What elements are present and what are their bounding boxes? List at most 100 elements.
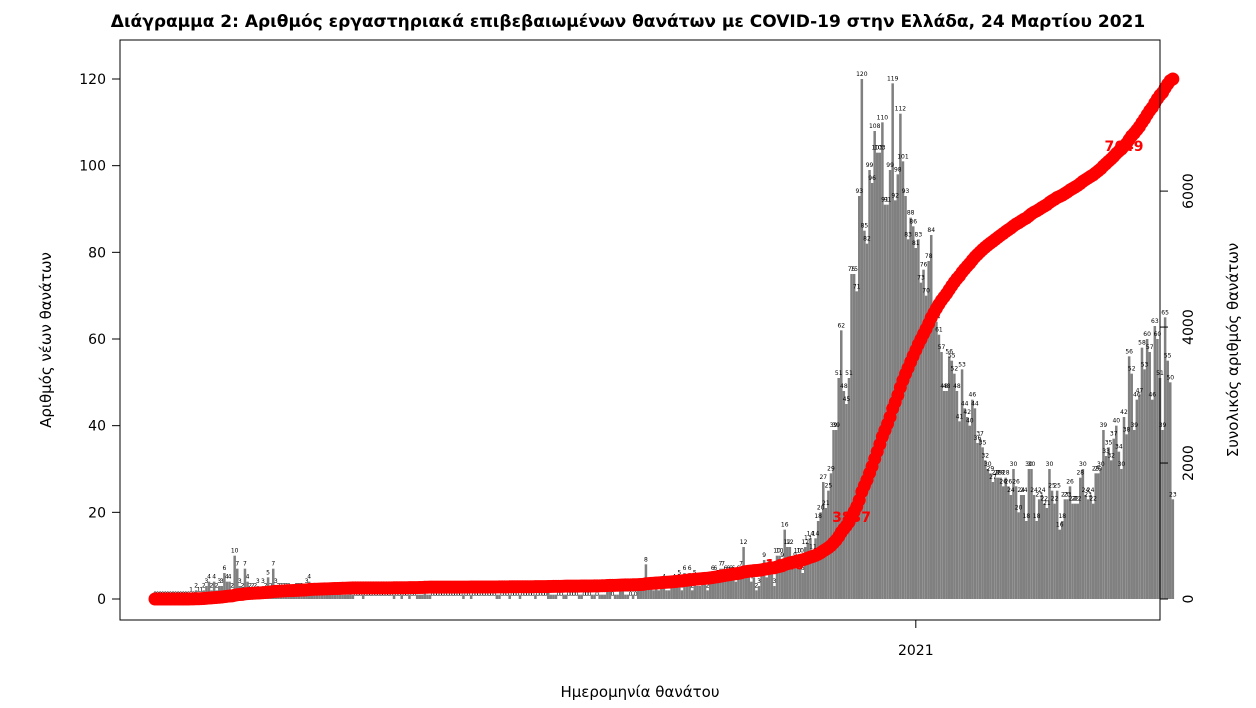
bar	[706, 590, 709, 599]
bar	[752, 577, 756, 599]
bar	[315, 594, 319, 599]
bar	[361, 594, 365, 599]
bar-value-label: 22	[1051, 496, 1059, 503]
bar-value-label: 40	[1112, 418, 1120, 425]
bar-value-label: 0	[572, 591, 576, 598]
bar	[937, 334, 941, 599]
y-axis-right: 0 2000 4000 6000	[1159, 173, 1197, 603]
bar-value-label: 0	[410, 591, 414, 598]
bar	[415, 594, 419, 599]
bar-value-label: 1	[197, 587, 201, 594]
bar-value-label: 44	[961, 400, 969, 407]
bar-value-label: 26	[999, 478, 1007, 485]
bar-value-label: 32	[1107, 452, 1115, 459]
bar-value-label: 0	[480, 591, 484, 598]
bar	[331, 594, 334, 599]
bar-value-label: 0	[569, 591, 573, 598]
bar	[518, 594, 522, 599]
bar-value-label: 10	[796, 548, 804, 555]
bar-value-label: 88	[907, 210, 915, 217]
bar-value-label: 8	[644, 556, 648, 563]
y2-tick-label: 4000	[1181, 309, 1197, 345]
bar	[1133, 430, 1136, 599]
y-tick-label: 80	[88, 245, 106, 261]
bar	[660, 586, 663, 599]
bar-value-label: 60	[1154, 331, 1162, 338]
bar-value-label: 0	[611, 591, 615, 598]
y-tick-label: 0	[97, 592, 106, 608]
bar	[965, 417, 969, 599]
bar-value-label: 4	[212, 574, 216, 581]
bar	[1040, 495, 1044, 599]
bar	[1068, 486, 1072, 599]
bar-value-label: 3	[274, 578, 278, 585]
bar-value-label: 39	[1100, 422, 1108, 429]
bar-value-label: 30	[1097, 461, 1105, 468]
bar	[855, 291, 858, 599]
bar	[978, 438, 982, 599]
bar	[739, 568, 743, 599]
bar-value-label: 28	[992, 470, 1000, 477]
bar	[654, 586, 658, 599]
bar-value-label: 30	[1118, 461, 1126, 468]
bar	[809, 538, 812, 599]
bar-value-label: 0	[387, 591, 391, 598]
bar-value-label: 2	[253, 582, 257, 589]
bar	[911, 226, 915, 599]
bar	[675, 586, 679, 599]
bar-value-label: 7	[721, 561, 725, 568]
bar-value-label: 20	[817, 504, 825, 511]
bar-value-label: 2	[251, 582, 255, 589]
bar-value-label: 4	[207, 574, 211, 581]
bar	[1151, 399, 1154, 599]
bar	[919, 282, 923, 599]
bar	[996, 477, 1000, 599]
bar-value-label: 0	[539, 591, 543, 598]
bar	[768, 568, 771, 599]
bar	[744, 577, 748, 599]
bar-value-label: 11	[809, 543, 817, 550]
bar-value-label: 3	[217, 578, 221, 585]
bar	[1143, 369, 1146, 599]
bar-value-label: 29	[1092, 465, 1100, 472]
bar	[418, 594, 421, 599]
bar-value-label: 0	[451, 591, 455, 598]
bar-value-label: 0	[354, 591, 358, 598]
bar	[878, 152, 882, 600]
bar	[806, 542, 810, 599]
bar-value-label: 2	[215, 582, 219, 589]
bar	[716, 577, 720, 599]
bar	[696, 586, 699, 599]
bar	[999, 477, 1002, 599]
bar	[1135, 399, 1139, 599]
y2-tick-label: 2000	[1181, 445, 1197, 481]
bar-value-label: 12	[783, 539, 791, 546]
bar	[875, 152, 879, 600]
bar-value-label: 53	[958, 361, 966, 368]
bar	[778, 555, 781, 599]
bar-value-label: 39	[1130, 422, 1138, 429]
bar	[942, 391, 946, 599]
bar	[349, 590, 352, 599]
bar	[811, 551, 815, 599]
bar-value-label: 2	[202, 582, 206, 589]
bar	[598, 594, 601, 599]
bar-value-label: 26	[1066, 478, 1074, 485]
bar-value-label: 25	[825, 483, 833, 490]
bar	[703, 581, 707, 599]
bar	[690, 590, 694, 599]
bar	[747, 573, 750, 599]
bar	[1089, 495, 1092, 599]
bar-value-label: 0	[364, 591, 368, 598]
bar	[562, 594, 565, 599]
bar-value-label: 24	[1020, 487, 1028, 494]
bar	[845, 404, 848, 599]
bar	[631, 594, 635, 599]
bar-value-label: 65	[1161, 309, 1169, 316]
bar-value-label: 91	[881, 197, 889, 204]
bar	[1009, 495, 1013, 599]
bar-value-label: 0	[513, 591, 517, 598]
bar	[1025, 521, 1028, 599]
bar-value-label: 0	[634, 591, 638, 598]
